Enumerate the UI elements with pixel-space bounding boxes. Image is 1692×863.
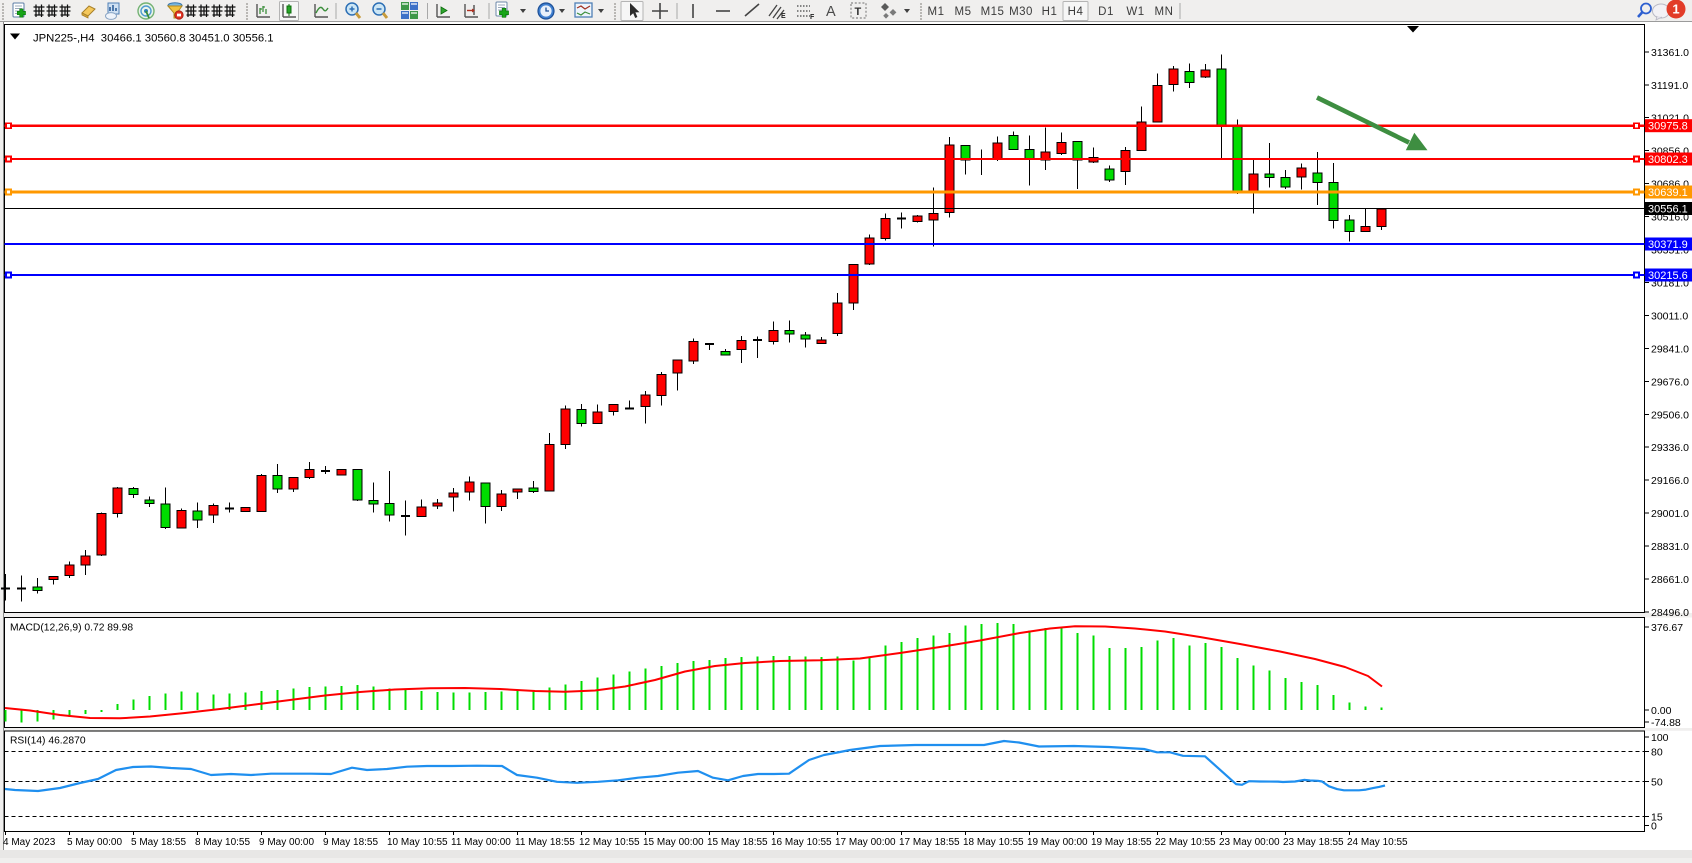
svg-text:RSI(14) 46.2870: RSI(14) 46.2870 [10,736,86,747]
svg-text:18 May 10:55: 18 May 10:55 [963,837,1024,848]
svg-text:15: 15 [1651,812,1663,824]
svg-text:30802.3: 30802.3 [1648,154,1688,166]
svg-text:31361.0: 31361.0 [1651,47,1689,59]
svg-text:29166.0: 29166.0 [1651,475,1689,487]
svg-text:30556.1: 30556.1 [1648,204,1688,216]
svg-text:17 May 00:00: 17 May 00:00 [835,837,896,848]
svg-text:30215.6: 30215.6 [1648,270,1688,282]
svg-text:10 May 10:55: 10 May 10:55 [387,837,448,848]
svg-text:JPN225-,H4 30466.1 30560.8 30: JPN225-,H4 30466.1 30560.8 30451.0 30556… [33,33,274,45]
svg-text:1: 1 [1672,2,1679,17]
svg-text:28831.0: 28831.0 [1651,541,1689,553]
svg-text:30975.8: 30975.8 [1648,121,1688,133]
svg-text:50: 50 [1651,777,1663,789]
svg-text:29841.0: 29841.0 [1651,343,1689,355]
svg-text:23 May 18:55: 23 May 18:55 [1283,837,1344,848]
svg-text:19 May 18:55: 19 May 18:55 [1091,837,1152,848]
svg-text:29001.0: 29001.0 [1651,508,1689,520]
svg-text:23 May 00:00: 23 May 00:00 [1219,837,1280,848]
svg-text:30371.9: 30371.9 [1648,239,1688,251]
svg-text:30011.0: 30011.0 [1651,310,1688,322]
svg-text:29506.0: 29506.0 [1651,409,1689,421]
svg-text:A: A [826,4,836,20]
svg-text:19 May 00:00: 19 May 00:00 [1027,837,1088,848]
svg-text:22 May 10:55: 22 May 10:55 [1155,837,1216,848]
svg-text:MN: MN [1155,6,1174,18]
svg-text:30639.1: 30639.1 [1648,187,1688,199]
svg-text:H1: H1 [1042,6,1058,18]
svg-text:-74.88: -74.88 [1651,717,1681,729]
svg-text:W1: W1 [1126,6,1144,18]
svg-text:9 May 00:00: 9 May 00:00 [259,837,314,848]
svg-text:M5: M5 [955,6,972,18]
svg-text:4 May 2023: 4 May 2023 [3,837,56,848]
svg-text:24 May 10:55: 24 May 10:55 [1347,837,1408,848]
svg-text:5 May 00:00: 5 May 00:00 [67,837,122,848]
svg-text:F: F [810,14,815,21]
svg-text:9 May 18:55: 9 May 18:55 [323,837,378,848]
svg-text:28661.0: 28661.0 [1651,574,1689,586]
svg-text:M30: M30 [1009,6,1033,18]
svg-text:8 May 10:55: 8 May 10:55 [195,837,250,848]
svg-text:15 May 00:00: 15 May 00:00 [643,837,704,848]
svg-text:16 May 10:55: 16 May 10:55 [771,837,832,848]
svg-text:80: 80 [1651,747,1663,759]
svg-text:31191.0: 31191.0 [1651,80,1688,92]
svg-text:100: 100 [1651,732,1669,744]
svg-text:28496.0: 28496.0 [1651,607,1689,619]
svg-text:17 May 18:55: 17 May 18:55 [899,837,960,848]
svg-text:11 May 00:00: 11 May 00:00 [451,837,511,848]
svg-text:5 May 18:55: 5 May 18:55 [131,837,186,848]
svg-text:MACD(12,26,9) 0.72 89.98: MACD(12,26,9) 0.72 89.98 [10,623,133,634]
svg-text:0: 0 [1651,821,1657,833]
svg-text:H4: H4 [1068,6,1084,18]
svg-text:376.67: 376.67 [1651,622,1683,634]
svg-text:M1: M1 [928,6,945,18]
svg-text:12 May 10:55: 12 May 10:55 [579,837,640,848]
svg-text:29676.0: 29676.0 [1651,376,1689,388]
svg-text:M15: M15 [981,6,1005,18]
svg-text:E: E [781,13,786,20]
svg-text:D1: D1 [1098,6,1114,18]
svg-text:11 May 18:55: 11 May 18:55 [515,837,575,848]
svg-text:0.00: 0.00 [1651,705,1672,717]
svg-text:T: T [855,6,862,18]
svg-text:15 May 18:55: 15 May 18:55 [707,837,768,848]
svg-text:29336.0: 29336.0 [1651,442,1689,454]
